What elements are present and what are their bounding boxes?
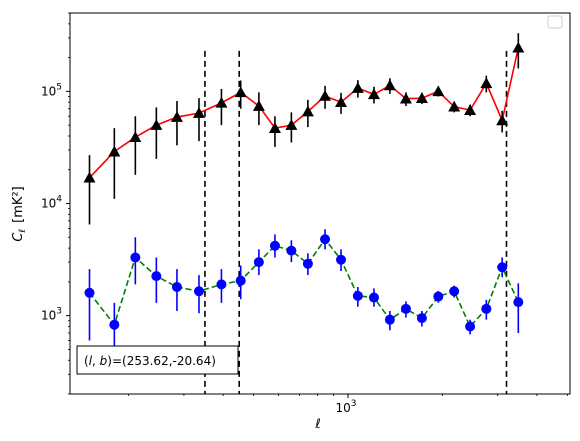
series-1-triangle-marker xyxy=(432,85,445,97)
series-2-circle-marker xyxy=(433,291,444,302)
series-2-circle-marker xyxy=(302,258,313,269)
minor-ticks xyxy=(68,12,568,396)
x-axis-label: ℓ xyxy=(314,417,320,432)
y-tick-label: 104 xyxy=(41,195,62,211)
series-1-triangle-marker xyxy=(319,89,332,101)
series-2-circle-marker xyxy=(400,303,411,314)
series-2-circle-marker xyxy=(352,290,363,301)
series-2-circle-marker xyxy=(109,319,120,330)
series-1-triangle-marker xyxy=(351,82,364,93)
series-1-triangle-marker xyxy=(170,111,183,122)
y-tick-label: 103 xyxy=(41,307,62,323)
series-1-triangle-marker xyxy=(496,114,509,126)
series-2-circle-marker xyxy=(84,287,95,298)
svg-text:Cℓ[mK²]: Cℓ[mK²] xyxy=(11,186,28,241)
legend-box xyxy=(547,15,563,29)
series-1-triangle-marker xyxy=(150,119,163,130)
series-1-triangle-marker xyxy=(252,100,265,111)
y-axis-label: Cℓ[mK²] xyxy=(11,186,28,241)
series-2-circle-marker xyxy=(193,286,204,297)
series-2-circle-marker xyxy=(130,252,141,263)
series-1-triangle-marker xyxy=(399,92,412,104)
series-2-circle-marker xyxy=(449,286,460,297)
annotation-text: (l, b)=(253.62,-20.64) xyxy=(84,354,216,368)
series-1-triangle-marker xyxy=(301,105,314,117)
series-2-circle-marker xyxy=(320,234,331,245)
series-2-circle-marker xyxy=(216,279,227,290)
major-ticks: 103 103 104 105 xyxy=(41,82,357,415)
series-1-triangle-marker xyxy=(129,131,142,143)
series-1-triangle-marker xyxy=(285,119,298,130)
series-2-circle-marker xyxy=(336,254,347,265)
series-2-circle-marker xyxy=(253,257,264,268)
series-2-circle-marker xyxy=(368,292,379,303)
series-1-triangle-marker xyxy=(367,88,380,100)
x-tick-label: 103 xyxy=(335,399,356,415)
series-1-triangle-marker xyxy=(512,41,525,53)
series-2-circle-marker xyxy=(235,275,246,286)
y-tick-label: 105 xyxy=(41,82,62,98)
error-bars xyxy=(88,33,520,361)
vertical-reference-lines xyxy=(204,50,508,394)
series-2-circle-marker xyxy=(513,297,524,308)
series-2-circle-marker xyxy=(481,303,492,314)
series-2-circle-marker xyxy=(497,262,508,273)
series-1-triangle-marker xyxy=(383,79,396,91)
series-1-triangle-marker xyxy=(108,145,121,157)
annotation-box: (l, b)=(253.62,-20.64) xyxy=(76,345,239,375)
series-1-triangle-marker xyxy=(464,104,477,115)
series-1-triangle-marker xyxy=(335,96,348,108)
series-1-line xyxy=(88,47,520,179)
series-1-triangle-marker xyxy=(448,100,461,112)
series-1-triangle-marker xyxy=(268,122,281,133)
data-markers xyxy=(83,41,525,332)
series-1-triangle-marker xyxy=(480,77,493,89)
series-2-circle-marker xyxy=(151,271,162,282)
series-2-circle-marker xyxy=(286,245,297,256)
series-2-circle-marker xyxy=(269,240,280,251)
series-1-triangle-marker xyxy=(415,92,428,103)
series-2-circle-marker xyxy=(416,313,427,324)
series-lines xyxy=(88,47,520,328)
series-1-triangle-marker xyxy=(215,96,228,108)
series-2-line xyxy=(88,237,520,328)
series-1-triangle-marker xyxy=(83,171,96,183)
series-1-triangle-marker xyxy=(234,86,247,98)
series-2-circle-marker xyxy=(465,321,476,332)
plot-frame xyxy=(69,12,571,395)
series-2-circle-marker xyxy=(171,282,182,293)
series-2-circle-marker xyxy=(384,314,395,325)
series-1-triangle-marker xyxy=(192,107,205,118)
